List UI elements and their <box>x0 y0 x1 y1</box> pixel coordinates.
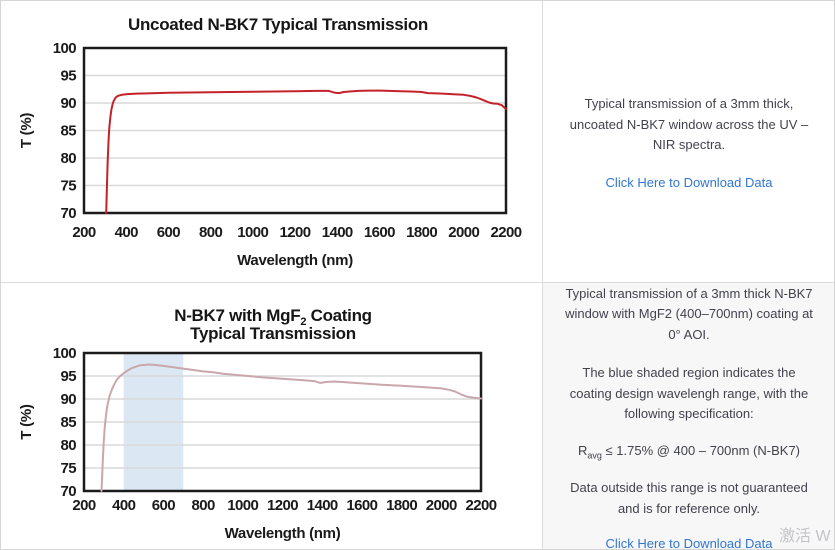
x-tick-label: 2000 <box>426 497 457 514</box>
y-tick-label: 75 <box>61 460 77 477</box>
uncoated-chart-cell: Uncoated N-BK7 Typical Transmission 70 75… <box>1 1 542 282</box>
y-tick-label: 90 <box>61 95 77 112</box>
disclaimer-text: Data outside this range is not guarantee… <box>570 480 808 516</box>
download-data-link-uncoated[interactable]: Click Here to Download Data <box>605 174 773 190</box>
y-tick-label: 80 <box>61 437 77 454</box>
y-tick-label: 70 <box>61 205 77 222</box>
x-tick-label: 400 <box>115 224 138 241</box>
x-tick-label: 1800 <box>386 497 417 514</box>
y-tick-label: 70 <box>61 483 77 500</box>
download-data-link-coated[interactable]: Click Here to Download Data <box>605 536 773 550</box>
coated-transmission-chart: N-BK7 with MgF2 Coating Typical Transmis… <box>18 306 497 542</box>
x-tick-label: 2000 <box>448 224 479 241</box>
y-tick-label: 100 <box>53 345 76 362</box>
coated-chart-cell: N-BK7 with MgF2 Coating Typical Transmis… <box>1 282 542 549</box>
coated-description-panel: Typical transmission of a 3mm thick N-BK… <box>542 282 834 550</box>
chart-title: Uncoated N-BK7 Typical Transmission <box>128 15 428 34</box>
coated-plot: 70 75 80 85 90 95 100 200 400 600 800 1000 1200 1400 1… <box>18 345 497 542</box>
x-tick-label: 1200 <box>280 224 311 241</box>
uncoated-description-text: Typical transmission of a 3mm thick, unc… <box>569 96 809 153</box>
x-tick-label: 1400 <box>307 497 338 514</box>
x-tick-label: 800 <box>191 497 214 514</box>
x-tick-label: 1200 <box>267 497 298 514</box>
y-tick-label: 100 <box>53 40 76 57</box>
x-tick-label: 200 <box>72 497 95 514</box>
chart-title-line2: Typical Transmission <box>190 324 356 343</box>
x-tick-label: 400 <box>112 497 135 514</box>
uncoated-plot: 70 75 80 85 90 95 100 200 400 600 800 1000 1200 1400 1… <box>18 40 522 269</box>
uncoated-transmission-chart: Uncoated N-BK7 Typical Transmission 70 75… <box>18 15 522 269</box>
y-tick-label: 85 <box>61 123 77 140</box>
x-tick-label: 2200 <box>466 497 497 514</box>
series-mgf2-coated-n-bk7 <box>100 363 482 492</box>
reflectance-spec-text: Ravg ≤ 1.75% @ 400 – 700nm (N-BK7) <box>578 442 800 461</box>
activation-watermark: 激活 W <box>779 528 831 545</box>
x-tick-label: 2200 <box>491 224 522 241</box>
band-explanation-text: The blue shaded region indicates the coa… <box>569 365 809 422</box>
x-axis-label: Wavelength (nm) <box>225 525 341 542</box>
coated-description-text: Typical transmission of a 3mm thick N-BK… <box>565 285 813 342</box>
y-axis-label: T (%) <box>18 113 35 148</box>
x-tick-label: 200 <box>72 224 95 241</box>
x-tick-label: 600 <box>152 497 175 514</box>
plot-border <box>82 351 483 493</box>
y-tick-label: 95 <box>61 68 77 85</box>
y-axis-label: T (%) <box>18 404 35 439</box>
x-tick-label: 1800 <box>406 224 437 241</box>
x-tick-label: 1600 <box>364 224 395 241</box>
uncoated-description-panel: Typical transmission of a 3mm thick, unc… <box>542 1 834 282</box>
y-tick-label: 80 <box>61 150 77 167</box>
y-tick-label: 90 <box>61 391 77 408</box>
y-tick-label: 85 <box>61 414 77 431</box>
x-axis-label: Wavelength (nm) <box>237 252 353 269</box>
x-tick-label: 1400 <box>322 224 353 241</box>
x-tick-label: 800 <box>199 224 222 241</box>
x-tick-label: 1600 <box>346 497 377 514</box>
y-tick-label: 95 <box>61 368 77 385</box>
series-uncoated-n-bk7 <box>105 89 507 214</box>
x-tick-label: 600 <box>157 224 180 241</box>
plot-border <box>82 46 508 215</box>
y-tick-label: 75 <box>61 178 77 195</box>
x-tick-label: 1000 <box>227 497 258 514</box>
x-tick-label: 1000 <box>237 224 268 241</box>
chart-title-line1: N-BK7 with MgF2 Coating <box>174 306 372 328</box>
